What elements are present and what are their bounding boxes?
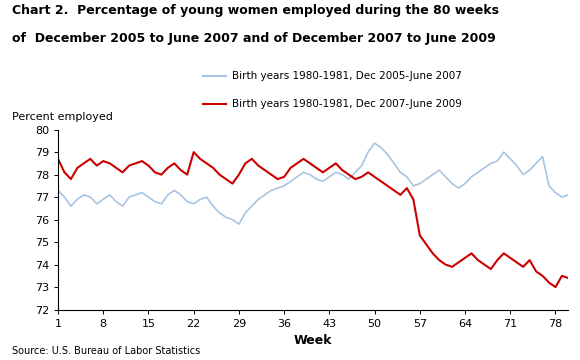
Birth years 1980-1981, Dec 2007-June 2009	[55, 157, 61, 161]
Birth years 1980-1981, Dec 2005-June 2007	[365, 150, 372, 154]
Birth years 1980-1981, Dec 2007-June 2009	[513, 260, 520, 265]
Birth years 1980-1981, Dec 2005-June 2007	[55, 188, 61, 193]
Birth years 1980-1981, Dec 2005-June 2007	[416, 181, 423, 186]
Birth years 1980-1981, Dec 2007-June 2009	[410, 197, 417, 202]
Birth years 1980-1981, Dec 2007-June 2009	[190, 150, 197, 154]
Birth years 1980-1981, Dec 2007-June 2009	[365, 170, 372, 175]
Birth years 1980-1981, Dec 2005-June 2007	[371, 141, 378, 145]
X-axis label: Week: Week	[294, 334, 332, 347]
Text: of  December 2005 to June 2007 and of December 2007 to June 2009: of December 2005 to June 2007 and of Dec…	[12, 32, 495, 45]
Text: Birth years 1980-1981, Dec 2007-June 2009: Birth years 1980-1981, Dec 2007-June 200…	[232, 99, 462, 109]
Birth years 1980-1981, Dec 2005-June 2007	[378, 145, 385, 150]
Text: Chart 2.  Percentage of young women employed during the 80 weeks: Chart 2. Percentage of young women emplo…	[12, 4, 499, 17]
Birth years 1980-1981, Dec 2005-June 2007	[565, 193, 572, 197]
Text: Source: U.S. Bureau of Labor Statistics: Source: U.S. Bureau of Labor Statistics	[12, 346, 200, 356]
Birth years 1980-1981, Dec 2005-June 2007	[235, 222, 242, 226]
Birth years 1980-1981, Dec 2007-June 2009	[565, 276, 572, 280]
Text: Birth years 1980-1981, Dec 2005-June 2007: Birth years 1980-1981, Dec 2005-June 200…	[232, 71, 462, 81]
Text: Percent employed: Percent employed	[12, 112, 113, 122]
Line: Birth years 1980-1981, Dec 2005-June 2007: Birth years 1980-1981, Dec 2005-June 200…	[58, 143, 568, 224]
Birth years 1980-1981, Dec 2007-June 2009	[390, 188, 397, 193]
Birth years 1980-1981, Dec 2005-June 2007	[397, 170, 404, 175]
Birth years 1980-1981, Dec 2005-June 2007	[520, 172, 527, 177]
Birth years 1980-1981, Dec 2007-June 2009	[552, 285, 559, 289]
Birth years 1980-1981, Dec 2007-June 2009	[287, 166, 294, 170]
Line: Birth years 1980-1981, Dec 2007-June 2009: Birth years 1980-1981, Dec 2007-June 200…	[58, 152, 568, 287]
Birth years 1980-1981, Dec 2007-June 2009	[371, 175, 378, 179]
Birth years 1980-1981, Dec 2005-June 2007	[287, 179, 294, 184]
